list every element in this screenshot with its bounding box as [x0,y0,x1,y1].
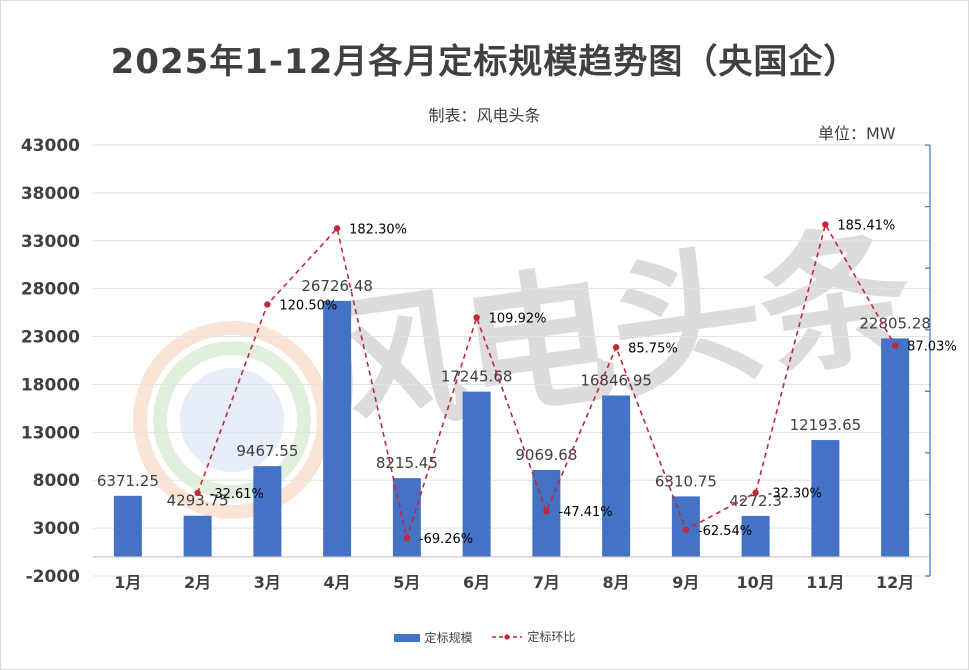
secondary-y-axis [925,144,931,577]
bar [183,515,212,557]
y-tick-label: -2000 [26,567,81,587]
watermark-ring-middle [153,341,311,499]
line-value-label: 85.75% [628,341,678,356]
legend-bar-swatch [393,633,420,642]
line-point [822,221,829,228]
y-tick-label: 3000 [33,519,80,539]
line-point [891,342,899,349]
x-tick-label: 7月 [533,573,560,592]
x-tick-label: 1月 [114,573,141,592]
y-tick-label: 13000 [21,423,80,443]
watermark-logo-icon [133,321,331,519]
bar-value-label: 4272.3 [729,492,782,510]
line-point [682,526,690,534]
chart-subtitle: 制表：风电头条 [428,106,541,125]
line-value-label: -47.41% [558,505,612,520]
line-value-label: 87.03% [907,340,957,355]
y-tick-label: 23000 [21,328,80,348]
line-series: -32.61% 120.50% 182.30% -69.26% 109.92% -47.4… [194,219,957,547]
bar-value-label: 6371.25 [97,472,159,490]
chart-title: 2025年1-12月各月定标规模趋势图（央国企） [110,42,859,82]
bar [462,391,491,557]
legend-bar-label: 定标规模 [424,631,473,645]
line-value-label: 182.30% [349,222,407,237]
x-tick-label: 10月 [736,573,774,592]
line-point [403,534,411,542]
unit-label: 单位：MW [818,124,896,143]
bar [113,495,142,557]
line-value-label: -32.30% [768,487,822,502]
x-tick-label: 12月 [876,573,914,592]
bar-value-label: 12193.65 [790,416,862,434]
line-value-label: -69.26% [419,532,473,547]
bar [811,440,840,557]
line-point [543,508,550,515]
x-tick-label: 4月 [324,573,351,592]
x-tick-label: 2月 [184,573,211,592]
bar-series: 6371.254293.759467.5526726.488215.451724… [97,277,931,557]
x-tick-label: 3月 [254,573,281,592]
line-point [473,314,480,321]
bar [881,338,910,557]
bar-value-label: 17245.68 [441,368,513,386]
x-axis: 1月 2月 3月 4月 5月 6月 7月 8月 9月 10月 11月 12月 [93,556,930,592]
bar [253,466,282,557]
bar-value-label: 16846.95 [580,371,652,389]
x-tick-label: 9月 [672,573,699,592]
legend-item-bar[interactable]: 定标规模 [393,629,473,646]
y-tick-label: 18000 [21,375,80,395]
y-tick-label: 8000 [33,471,80,491]
legend-item-line[interactable]: 定标环比 [492,628,575,645]
bar [392,478,421,557]
line-point [333,225,341,232]
line-point [264,301,271,308]
bar-value-label: 9069.68 [515,446,577,464]
bar [323,300,352,557]
series-line [196,222,896,542]
bar [741,515,770,557]
line-value-label: 120.50% [279,298,337,313]
x-tick-label: 11月 [806,573,844,592]
y-tick-label: 38000 [21,184,80,204]
bar-value-label: 26726.48 [301,277,373,295]
line-value-label: -62.54% [698,524,752,539]
bar-value-label: 9467.55 [236,442,298,460]
y-axis: -2000 3000 8000 13000 18000 23000 28000 33000 38… [21,136,80,587]
watermark-ring-inner [180,368,284,472]
line-value-label: 109.92% [489,311,547,326]
gridlines [93,144,930,577]
legend-line-swatch [492,633,523,640]
x-tick-label: 6月 [463,573,490,592]
bar-value-label: 4293.75 [167,492,229,510]
line-point [194,489,201,497]
line-point [752,489,759,496]
bar-value-label: 22805.28 [859,314,931,332]
legend-line-label: 定标环比 [527,630,576,644]
line-value-label: -32.61% [210,487,264,502]
x-tick-label: 5月 [393,573,420,592]
y-tick-label: 28000 [21,280,80,300]
line-value-label: 185.41% [837,219,895,234]
x-tick-label: 8月 [603,573,630,592]
legend: 定标规模 定标环比 [0,628,969,646]
bar [602,395,631,557]
y-tick-label: 43000 [21,136,80,156]
bar-value-label: 6310.75 [655,472,717,490]
y-tick-label: 33000 [21,232,80,252]
line-point [612,344,620,351]
